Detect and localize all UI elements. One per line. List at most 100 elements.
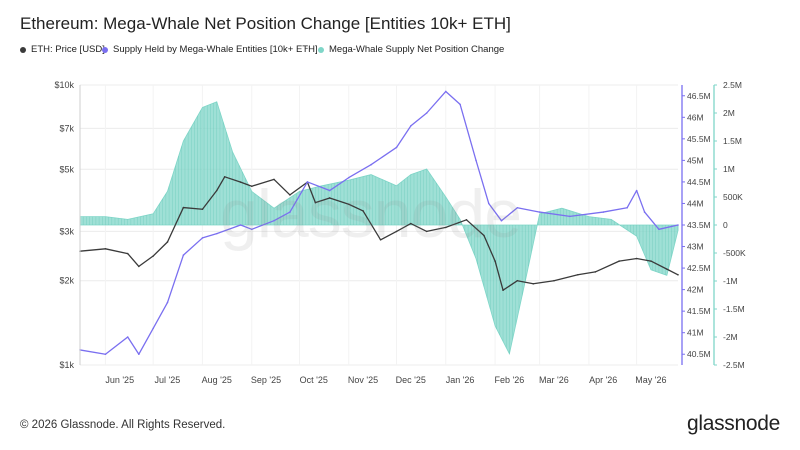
supply-tick-label: 42M <box>687 285 704 295</box>
price-point <box>677 273 679 276</box>
price-point <box>618 260 620 262</box>
legend-dot-netchange-icon <box>318 46 324 53</box>
left-tick-label: $10k <box>54 80 74 90</box>
price-point <box>347 203 350 206</box>
price-point <box>594 271 597 273</box>
left-tick-label: $5k <box>59 164 74 174</box>
supply-point <box>500 219 503 222</box>
supply-point <box>410 125 412 127</box>
supply-point <box>444 90 447 93</box>
price-point <box>635 257 638 260</box>
supply-point <box>215 232 218 235</box>
price-point <box>483 234 485 237</box>
supply-point <box>677 224 679 226</box>
price-point <box>516 279 519 282</box>
price-point <box>215 189 218 192</box>
supply-line <box>79 90 679 355</box>
left-tick-label: $3k <box>59 226 74 236</box>
price-point <box>152 255 154 257</box>
supply-tick-label: 41.5M <box>687 306 711 316</box>
left-tick-label: $2k <box>59 276 74 286</box>
supply-tick-label: 45.5M <box>687 134 711 144</box>
change-tick-label: -1.5M <box>723 304 745 314</box>
price-point <box>444 226 447 229</box>
change-tick-label: 2.5M <box>723 80 742 90</box>
price-point <box>138 265 140 268</box>
price-point <box>182 206 185 209</box>
x-tick-label: Mar '26 <box>539 375 569 385</box>
supply-point <box>152 327 154 330</box>
change-tick-label: -2.5M <box>723 360 745 370</box>
legend-item-supply[interactable]: Supply Held by Mega-Whale Entities [10k+… <box>102 44 318 55</box>
supply-point <box>635 189 638 192</box>
price-point <box>395 230 398 233</box>
legend-dot-supply-icon <box>102 46 108 53</box>
price-point <box>650 260 652 262</box>
x-tick-label: Oct '25 <box>300 375 328 385</box>
supply-point <box>395 146 398 149</box>
change-tick-label: -2M <box>723 332 738 342</box>
supply-point <box>459 103 461 106</box>
price-point <box>201 208 204 211</box>
legend-label-price: ETH: Price [USD] <box>31 44 105 55</box>
legend-item-price[interactable]: ETH: Price [USD] <box>20 44 105 55</box>
price-point <box>465 219 468 221</box>
legend-item-netchange[interactable]: Mega-Whale Supply Net Position Change <box>318 44 504 55</box>
x-tick-label: Feb '26 <box>494 375 524 385</box>
legend-label-supply: Supply Held by Mega-Whale Entities [10k+… <box>113 44 318 55</box>
x-tick-label: Sep '25 <box>251 375 281 385</box>
supply-point <box>643 211 646 213</box>
copyright: © 2026 Glassnode. All Rights Reserved. <box>20 419 226 431</box>
chart-title: Ethereum: Mega-Whale Net Position Change… <box>20 14 511 33</box>
change-tick-label: 1M <box>723 164 735 174</box>
supply-tick-label: 45M <box>687 155 704 165</box>
price-point <box>532 282 535 285</box>
price-point <box>239 181 242 183</box>
price-point <box>273 178 275 181</box>
price-point <box>314 201 317 204</box>
supply-tick-label: 44M <box>687 198 704 208</box>
x-tick-label: Jan '26 <box>446 375 475 385</box>
supply-tick-label: 42.5M <box>687 263 711 273</box>
price-point <box>410 222 412 225</box>
supply-tick-label: 40.5M <box>687 349 711 359</box>
x-tick-label: Nov '25 <box>348 375 378 385</box>
price-point <box>666 268 668 270</box>
change-tick-label: 2M <box>723 108 735 118</box>
supply-point <box>487 202 490 205</box>
price-point <box>250 185 253 188</box>
price-point <box>223 176 226 178</box>
supply-point <box>289 211 291 213</box>
x-tick-label: Aug '25 <box>202 375 232 385</box>
supply-point <box>126 336 129 338</box>
x-tick-label: Jun '25 <box>105 375 134 385</box>
supply-tick-label: 41M <box>687 328 704 338</box>
change-tick-label: 500K <box>723 192 743 202</box>
supply-point <box>273 219 275 222</box>
supply-point <box>626 206 628 209</box>
price-point <box>362 210 364 212</box>
price-point <box>577 273 579 276</box>
supply-point <box>182 254 185 256</box>
price-point <box>379 238 382 241</box>
price-point <box>502 289 504 291</box>
price-point <box>126 252 129 255</box>
supply-point <box>516 206 519 209</box>
change-tick-label: -1M <box>723 276 738 286</box>
price-point <box>328 197 331 199</box>
x-tick-label: Dec '25 <box>396 375 426 385</box>
price-point <box>425 230 428 233</box>
supply-point <box>328 189 331 192</box>
supply-point <box>425 112 428 114</box>
watermark: glassnode <box>220 176 522 252</box>
supply-point <box>602 211 605 213</box>
change-tick-label: 1.5M <box>723 136 742 146</box>
supply-point <box>370 163 372 166</box>
supply-tick-label: 46M <box>687 112 704 122</box>
left-tick-label: $7k <box>59 123 74 133</box>
price-point <box>104 248 107 250</box>
supply-point <box>166 301 169 304</box>
x-tick-label: Jul '25 <box>155 375 181 385</box>
price-point <box>494 260 496 262</box>
